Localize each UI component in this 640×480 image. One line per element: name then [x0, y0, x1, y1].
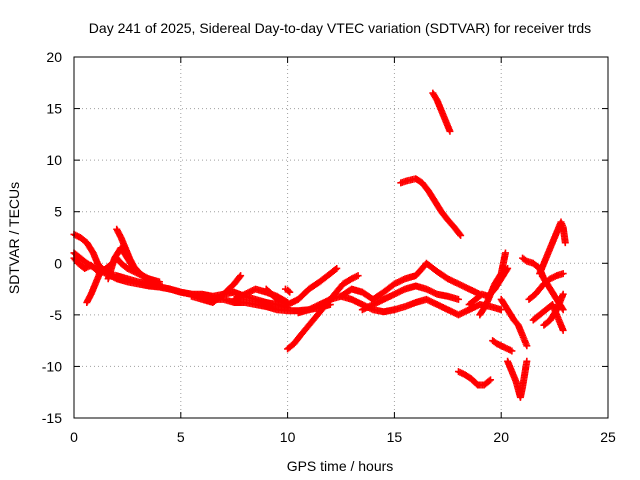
series-track-r [454, 368, 495, 389]
data-point [497, 306, 505, 314]
data-point [508, 347, 516, 355]
points-layer [70, 89, 569, 401]
data-point [457, 231, 465, 239]
tick-layer: 0 5 10 15 20 25 -15 -10 -5 0 5 10 15 20 [42, 49, 616, 445]
data-point [523, 342, 531, 350]
data-point [236, 273, 244, 281]
y-tick-label: 5 [54, 204, 62, 220]
series-track-f [113, 225, 163, 286]
data-point [559, 290, 567, 298]
data-point [523, 357, 531, 365]
series-track-z [536, 218, 569, 278]
data-point [446, 127, 454, 135]
series-track-ab [540, 290, 567, 329]
series-track-t [476, 249, 509, 319]
data-point [501, 249, 509, 257]
series-track-w [497, 295, 531, 350]
series-track-aa [529, 301, 567, 334]
x-tick-label: 5 [177, 429, 185, 445]
data-point [454, 295, 462, 303]
data-point [487, 376, 495, 384]
y-axis-label: SDTVAR / TECUs [6, 182, 22, 294]
data-point [237, 272, 245, 280]
y-tick-label: 20 [46, 49, 62, 65]
data-point [155, 278, 163, 286]
series-track-y [525, 270, 567, 303]
data-point [285, 287, 293, 295]
data-point [333, 264, 341, 272]
data-point [559, 326, 567, 334]
chart-title: Day 241 of 2025, Sidereal Day-to-day VTE… [89, 20, 591, 36]
x-axis-label: GPS time / hours [287, 458, 394, 474]
data-point [561, 239, 569, 247]
series-track-g [187, 272, 245, 306]
data-point [456, 230, 464, 238]
series-track-v [504, 357, 531, 401]
series-track-n [358, 282, 462, 314]
series-track-i [262, 264, 341, 309]
x-tick-label: 25 [600, 429, 616, 445]
y-tick-label: -15 [42, 410, 62, 426]
plot-border [73, 56, 609, 419]
y-tick-label: -5 [50, 307, 63, 323]
data-point [96, 270, 104, 278]
series-track-u [489, 337, 516, 355]
x-tick-label: 10 [280, 429, 296, 445]
data-point [354, 272, 362, 280]
x-tick-label: 0 [70, 429, 78, 445]
series-track-d [83, 270, 104, 306]
data-point [331, 265, 339, 273]
data-point [485, 377, 493, 385]
y-tick-label: 0 [54, 255, 62, 271]
y-tick-label: 15 [46, 101, 62, 117]
series-track-k [281, 285, 294, 296]
x-tick-label: 20 [493, 429, 509, 445]
series-track-m [337, 259, 484, 303]
data-point [286, 288, 294, 296]
x-tick-label: 15 [387, 429, 403, 445]
series-track-o [390, 295, 505, 319]
data-point [559, 270, 567, 278]
y-tick-label: 10 [46, 152, 62, 168]
series-track-q [429, 89, 454, 135]
series-track-p [397, 175, 465, 239]
grid-layer [74, 57, 608, 418]
y-tick-label: -10 [42, 358, 62, 374]
data-point [559, 306, 567, 314]
